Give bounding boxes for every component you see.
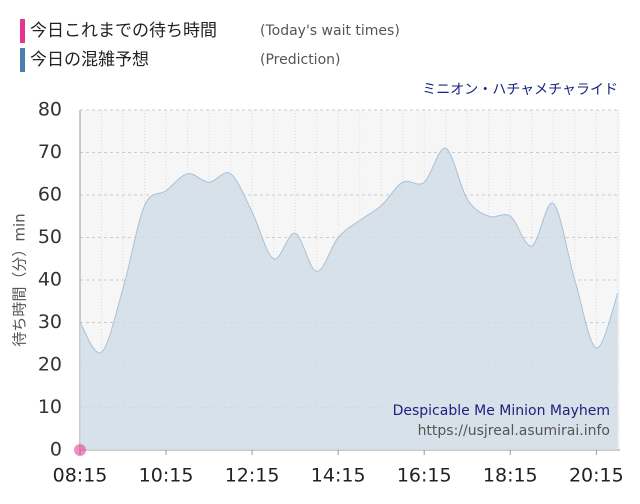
x-tick-label: 20:15: [569, 465, 624, 487]
x-tick-label: 08:15: [53, 465, 108, 487]
legend-note: (Prediction): [260, 52, 340, 68]
area: [80, 148, 618, 450]
x-tick-label: 16:15: [397, 465, 452, 487]
y-tick-label: 10: [38, 396, 62, 418]
y-tick-label: 20: [38, 354, 62, 376]
legend-label: 今日これまでの待ち時間: [30, 21, 217, 41]
y-tick-label: 50: [38, 226, 62, 248]
annotation: Despicable Me Minion Mayhem: [393, 403, 610, 419]
y-axis-label: 待ち時間（分）min: [11, 213, 29, 346]
data-point: [74, 444, 86, 456]
area-line: [79, 147, 619, 354]
y-tick-label: 80: [38, 99, 62, 121]
y-tick-label: 40: [38, 269, 62, 291]
x-tick-label: 18:15: [483, 465, 538, 487]
y-tick-label: 0: [50, 439, 62, 461]
legend-swatch: [20, 19, 25, 43]
y-tick-label: 60: [38, 184, 62, 206]
legend-note: (Today's wait times): [260, 23, 400, 39]
x-tick-label: 10:15: [139, 465, 194, 487]
chart-subtitle: ミニオン・ハチャメチャライド: [422, 82, 618, 98]
legend-swatch: [20, 48, 25, 72]
legend-label: 今日の混雑予想: [30, 50, 149, 70]
annotation: https://usjreal.asumirai.info: [418, 423, 610, 439]
x-tick-label: 12:15: [225, 465, 280, 487]
x-tick-label: 14:15: [311, 465, 366, 487]
y-tick-label: 70: [38, 141, 62, 163]
y-tick-label: 30: [38, 311, 62, 333]
